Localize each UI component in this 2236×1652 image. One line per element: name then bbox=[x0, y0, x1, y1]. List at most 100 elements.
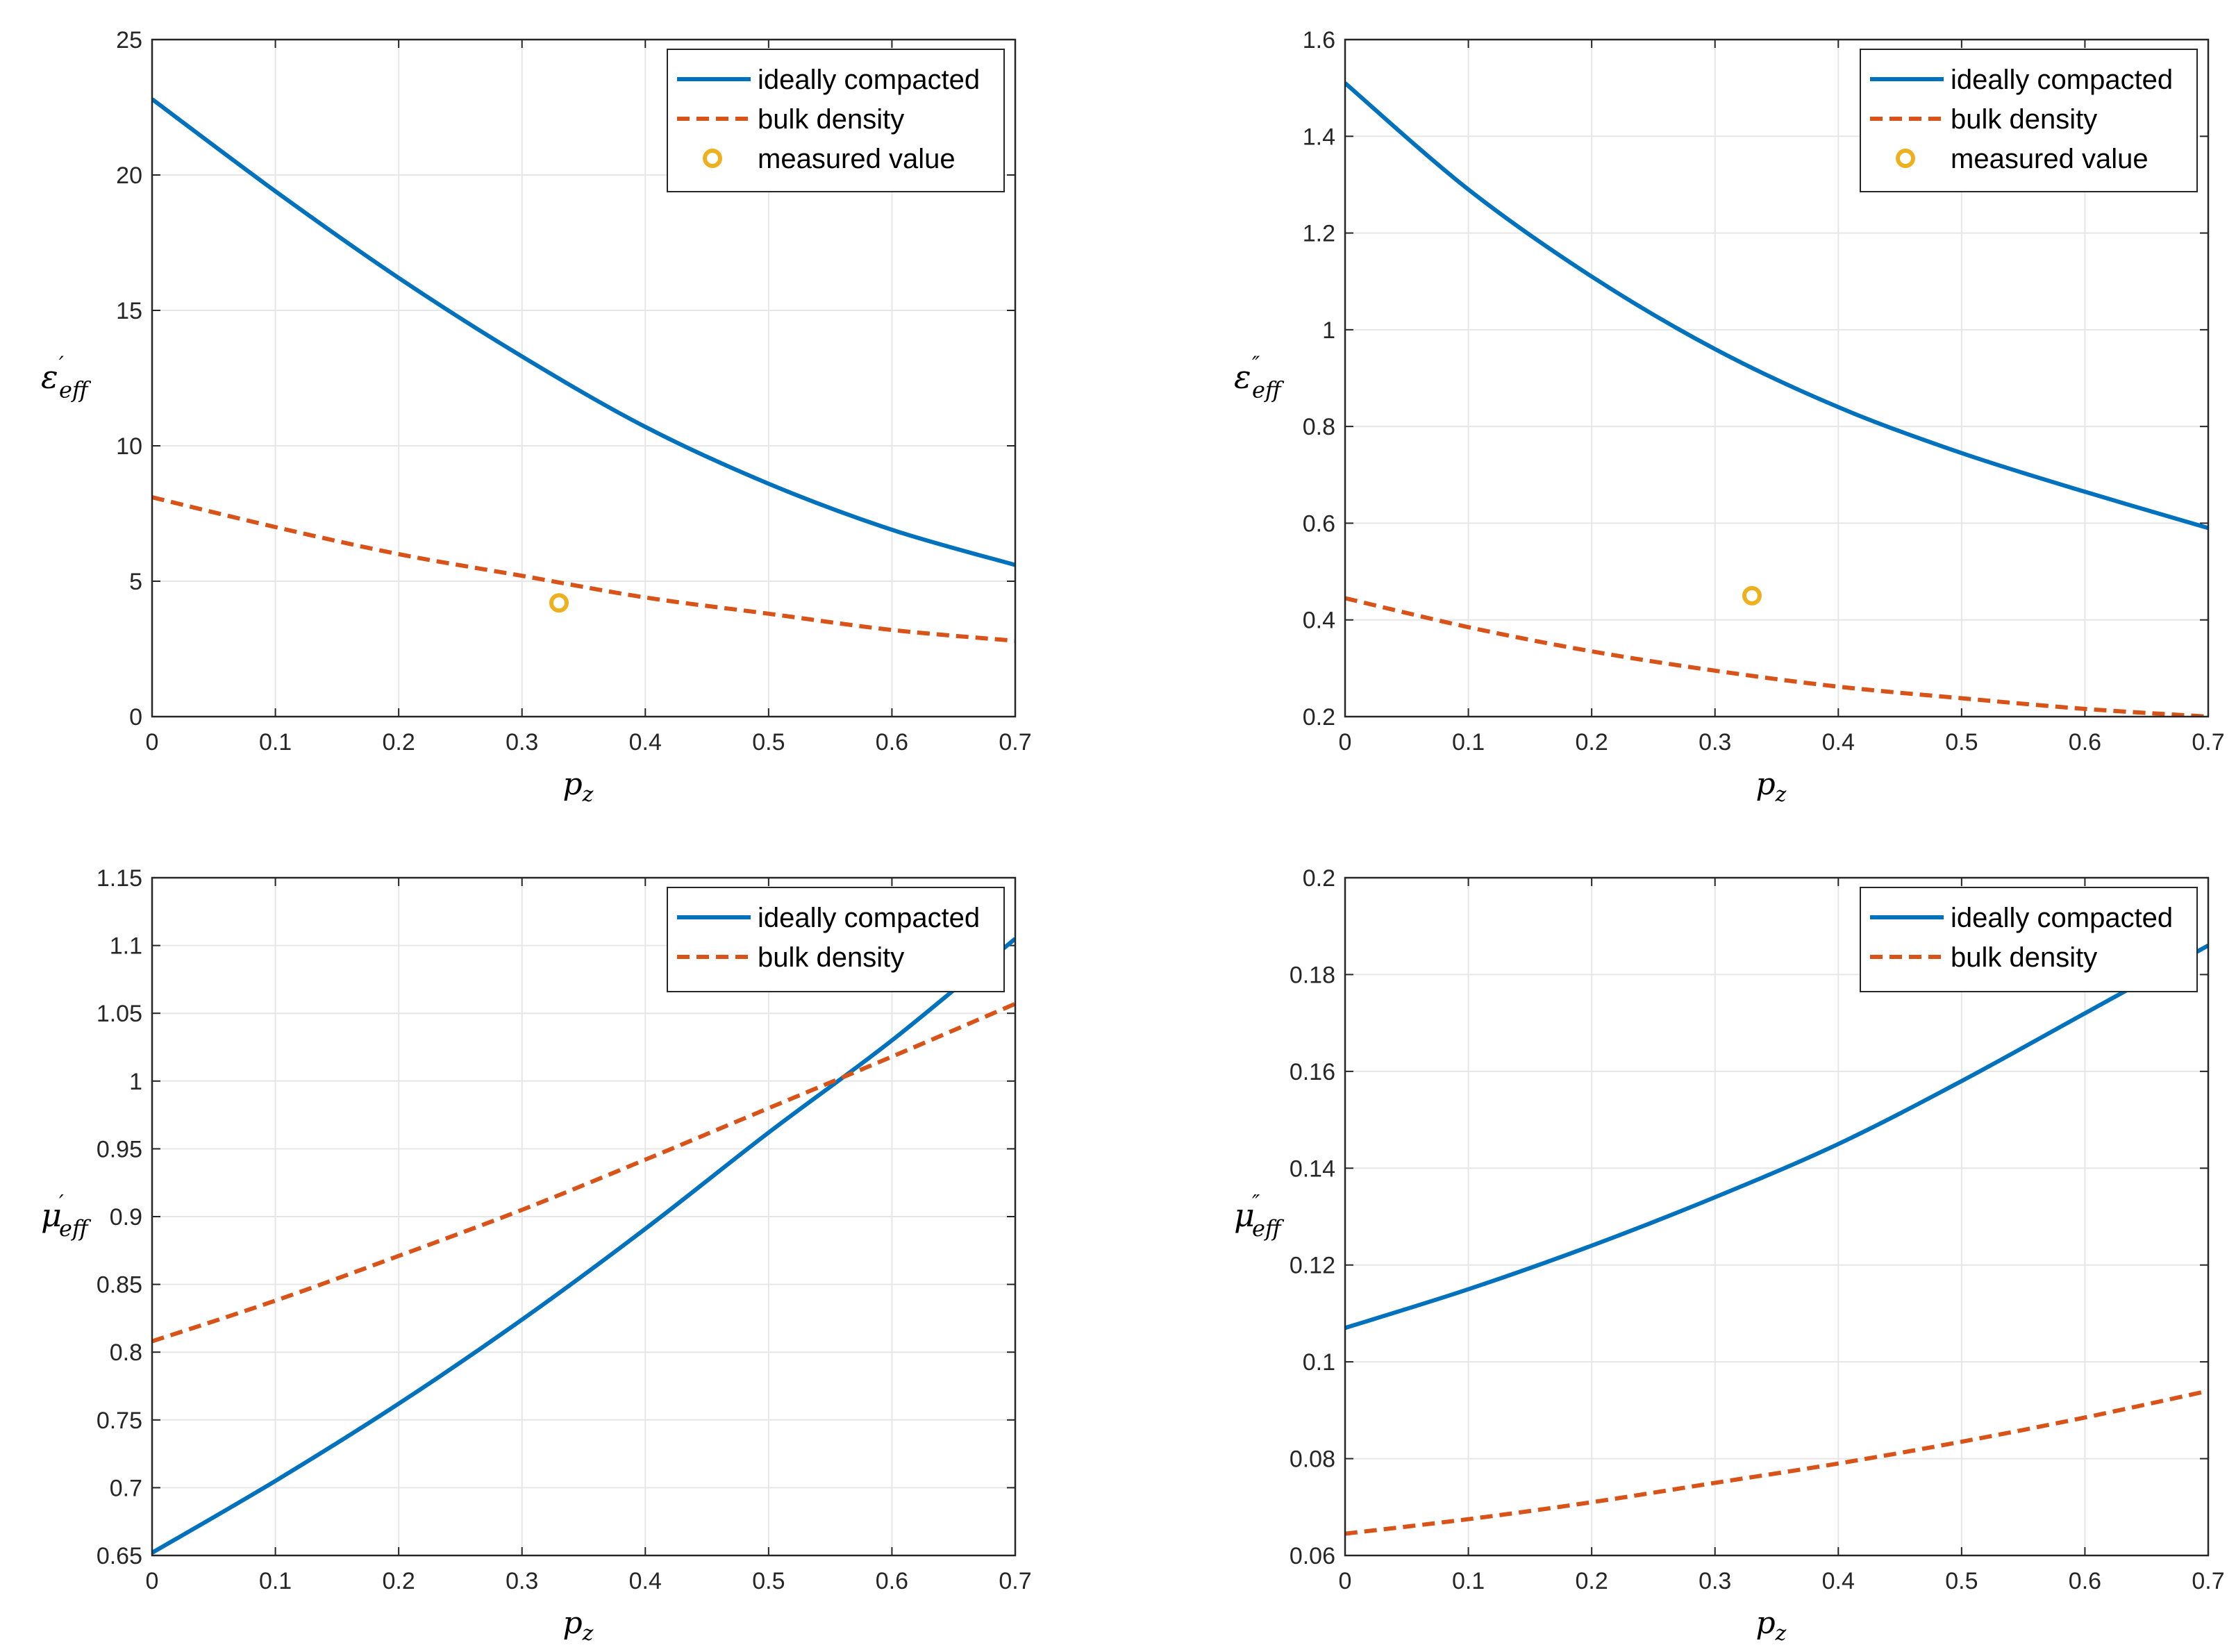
y-tick-label: 0.6 bbox=[1303, 510, 1335, 537]
y-tick-label: 1.6 bbox=[1303, 27, 1335, 53]
y-tick-label: 0.08 bbox=[1290, 1446, 1335, 1473]
x-tick-label: 0.6 bbox=[876, 1568, 908, 1594]
y-tick-label: 0.12 bbox=[1290, 1253, 1335, 1279]
legend-label-measured-value: measured value bbox=[758, 144, 956, 174]
x-tick-label: 0.7 bbox=[2192, 729, 2224, 756]
x-tick-label: 0.4 bbox=[629, 1568, 662, 1594]
y-tick-label: 0.85 bbox=[97, 1272, 142, 1299]
legend: ideally compacted bulk density bbox=[1860, 887, 2198, 992]
series-lines bbox=[1345, 81, 2208, 717]
x-tick-label: 0 bbox=[146, 729, 159, 756]
y-axis-label-sup: ′ bbox=[59, 353, 64, 377]
x-axis-label: pz bbox=[1756, 767, 1787, 807]
legend-label-bulk-density: bulk density bbox=[1951, 104, 2097, 135]
y-tick-label: 0.2 bbox=[1303, 704, 1335, 731]
legend-label-ideally-compacted: ideally compacted bbox=[758, 903, 980, 933]
y-tick-label: 15 bbox=[116, 298, 142, 324]
y-tick-label: 1 bbox=[1322, 317, 1335, 344]
x-tick-label: 0.6 bbox=[2069, 1568, 2101, 1594]
y-tick-label: 0.8 bbox=[1303, 414, 1335, 440]
series-line-ideally-compacted bbox=[152, 937, 1015, 1555]
y-axis-label-sub: eff bbox=[59, 377, 92, 403]
legend: ideally compacted bulk density measured va… bbox=[667, 49, 1005, 192]
data-point-measured-value bbox=[549, 593, 569, 613]
x-tick-label: 0.6 bbox=[876, 729, 908, 756]
x-axis-label-sub: z bbox=[582, 1621, 594, 1646]
legend-label-measured-value: measured value bbox=[1951, 144, 2149, 174]
y-tick-label: 1.4 bbox=[1303, 124, 1335, 150]
x-tick-label: 0.1 bbox=[259, 1568, 292, 1594]
y-axis-label-main: ε bbox=[1234, 358, 1251, 396]
x-tick-label: 0 bbox=[1339, 1568, 1352, 1594]
y-axis-label-main: ε bbox=[41, 358, 58, 396]
x-axis-label-main: p bbox=[1756, 1605, 1776, 1641]
x-tick-label: 0.6 bbox=[2069, 729, 2101, 756]
legend-label-ideally-compacted: ideally compacted bbox=[1951, 903, 2173, 933]
y-tick-label: 1.1 bbox=[110, 933, 142, 960]
chart-panel-1: 0 0.1 0.2 0.3 0.4 0.5 0.6 0.7 0 5 10 15 20 25 pz ε ′eff i… bbox=[41, 27, 1032, 807]
y-tick-label: 0.65 bbox=[97, 1543, 142, 1569]
x-tick-label: 0.4 bbox=[1822, 1568, 1855, 1594]
y-axis-label-main: μ bbox=[1234, 1196, 1255, 1234]
chart-panel-2: 0 0.1 0.2 0.3 0.4 0.5 0.6 0.7 0.2 0.4 0.6 0.8 1 1.2 1.… bbox=[1234, 27, 2225, 807]
legend: ideally compacted bulk density measured va… bbox=[1860, 49, 2198, 192]
x-axis-label: pz bbox=[563, 767, 594, 807]
y-axis-label: ε bbox=[41, 358, 58, 396]
y-axis-label-sub: eff bbox=[1252, 1215, 1285, 1242]
chart-panel-4: 0 0.1 0.2 0.3 0.4 0.5 0.6 0.7 0.06 0.08 0.1 0.12 0.1… bbox=[1234, 865, 2225, 1646]
x-tick-label: 0.4 bbox=[1822, 729, 1855, 756]
y-tick-label: 0.95 bbox=[97, 1136, 142, 1162]
y-tick-label: 5 bbox=[129, 569, 142, 595]
y-tick-label: 0.2 bbox=[1303, 865, 1335, 892]
legend-box bbox=[1860, 887, 2198, 992]
y-axis-label: ε bbox=[1234, 358, 1251, 396]
series-lines bbox=[1345, 943, 2208, 1536]
axes-frame bbox=[151, 38, 1017, 718]
legend-label-ideally-compacted: ideally compacted bbox=[1951, 65, 2173, 95]
legend-label-bulk-density: bulk density bbox=[758, 104, 904, 135]
y-axis-label: μ bbox=[41, 1196, 62, 1234]
y-tick-label: 10 bbox=[116, 433, 142, 460]
y-axis-label-sub: eff bbox=[1252, 377, 1285, 403]
y-tick-label: 0.06 bbox=[1290, 1543, 1335, 1569]
x-tick-label: 0.5 bbox=[752, 1568, 785, 1594]
x-axis-label-main: p bbox=[563, 1605, 583, 1641]
x-tick-label: 0.7 bbox=[999, 729, 1031, 756]
x-tick-label: 0.5 bbox=[1945, 1568, 1978, 1594]
x-tick-label: 0.3 bbox=[1699, 729, 1731, 756]
x-tick-label: 0.4 bbox=[629, 729, 662, 756]
legend-marker-measured-value bbox=[703, 149, 722, 168]
x-axis-label: pz bbox=[1756, 1605, 1787, 1646]
series-line-bulk-density bbox=[1345, 596, 2208, 717]
x-tick-label: 0.1 bbox=[1452, 729, 1485, 756]
series-line-ideally-compacted bbox=[1345, 943, 2208, 1330]
y-tick-label: 0.75 bbox=[97, 1408, 142, 1434]
x-tick-label: 0 bbox=[1339, 729, 1352, 756]
x-tick-label: 0.3 bbox=[506, 1568, 538, 1594]
legend-box bbox=[667, 887, 1005, 992]
y-axis-label-sup: ′ bbox=[59, 1191, 64, 1215]
x-tick-label: 0.1 bbox=[1452, 1568, 1485, 1594]
y-axis-label: μ bbox=[1234, 1196, 1255, 1234]
data-point-measured-value bbox=[1742, 585, 1762, 606]
x-tick-label: 0.7 bbox=[999, 1568, 1031, 1594]
y-tick-label: 1.05 bbox=[97, 1001, 142, 1027]
x-tick-label: 0.3 bbox=[1699, 1568, 1731, 1594]
axes-frame bbox=[1344, 876, 2210, 1557]
x-axis-label-main: p bbox=[1756, 767, 1776, 802]
y-tick-label: 1 bbox=[129, 1069, 142, 1095]
x-tick-label: 0.2 bbox=[383, 1568, 415, 1594]
y-tick-label: 0 bbox=[129, 704, 142, 731]
axes-frame bbox=[151, 876, 1017, 1557]
series-line-ideally-compacted bbox=[152, 97, 1015, 567]
series-line-bulk-density bbox=[152, 495, 1015, 643]
y-tick-label: 0.8 bbox=[110, 1340, 142, 1366]
x-tick-label: 0.7 bbox=[2192, 1568, 2224, 1594]
axes-frame bbox=[1344, 38, 2210, 718]
legend-label-ideally-compacted: ideally compacted bbox=[758, 65, 980, 95]
series-lines bbox=[152, 97, 1015, 643]
x-axis-label-sub: z bbox=[582, 783, 594, 807]
legend: ideally compacted bulk density bbox=[667, 887, 1005, 992]
x-tick-label: 0.2 bbox=[1576, 729, 1608, 756]
